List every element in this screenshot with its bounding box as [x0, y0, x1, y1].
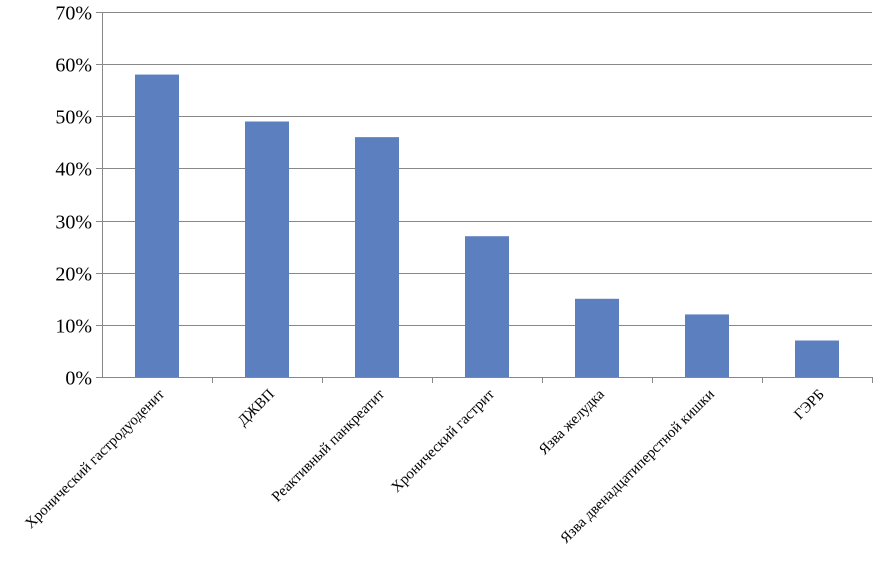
bar	[135, 74, 179, 378]
x-category-label: Хронический гастродуоденит	[22, 386, 168, 532]
x-category-label: ДЖВП	[235, 386, 278, 429]
x-category-label: Хронический гастрит	[389, 386, 499, 496]
y-tick-label: 40%	[55, 159, 92, 181]
bars	[135, 74, 839, 378]
y-tick-label: 60%	[55, 55, 92, 77]
bar	[795, 340, 839, 377]
bar	[355, 137, 399, 377]
y-tick-labels: 0% 10% 20% 30% 40% 50% 60% 70%	[55, 3, 92, 390]
y-tick-label: 0%	[65, 368, 92, 390]
x-category-labels: Хронический гастродуоденит ДЖВПРеактивный…	[22, 386, 827, 547]
bar	[685, 314, 729, 377]
bar	[245, 121, 289, 377]
y-tick-label: 20%	[55, 264, 92, 286]
y-tick-label: 10%	[55, 316, 92, 338]
gridlines	[102, 12, 872, 326]
y-tick-label: 50%	[55, 107, 92, 129]
y-tick-label: 70%	[55, 3, 92, 25]
x-category-label: Реактивный панкреатит	[269, 386, 388, 505]
x-category-label: Язва желудка	[536, 386, 608, 458]
bar	[465, 236, 509, 377]
bar	[575, 298, 619, 377]
axes	[96, 12, 873, 383]
y-tick-label: 30%	[55, 212, 92, 234]
x-category-label: ГЭРБ	[791, 387, 827, 423]
